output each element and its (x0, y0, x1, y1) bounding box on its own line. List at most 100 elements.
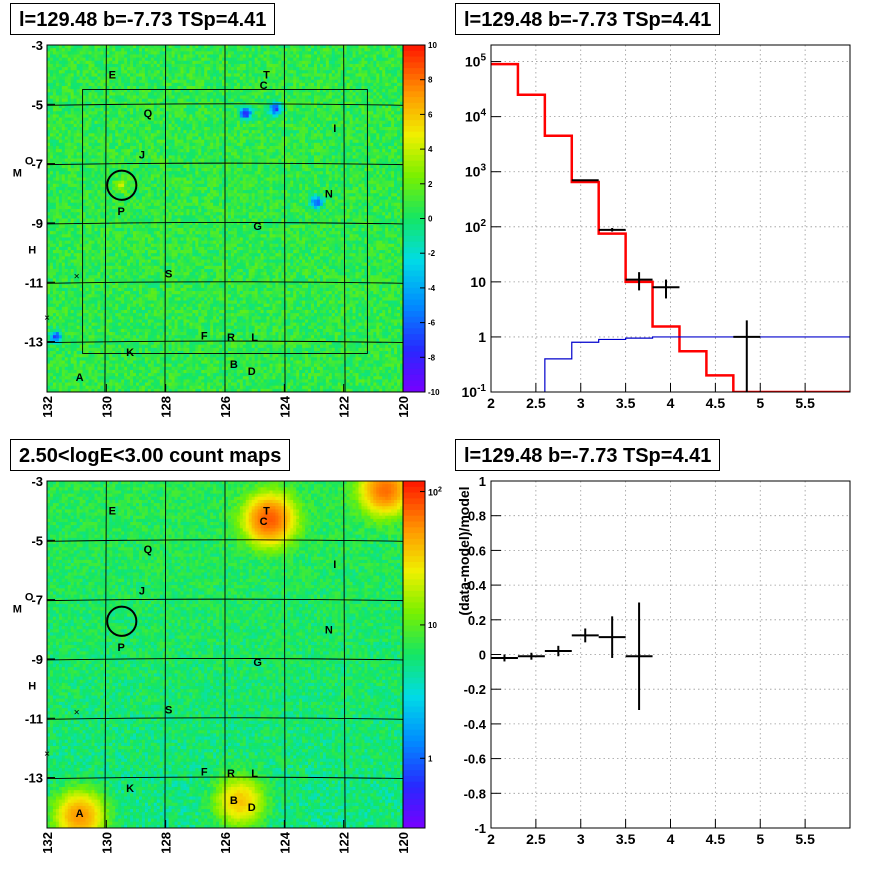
roi-circle (106, 169, 138, 201)
colorbar-label--10: -10 (428, 388, 440, 397)
colorbar-label-4: 4 (428, 145, 433, 154)
source-label-S: S (165, 268, 172, 280)
source-label-B: B (230, 359, 238, 371)
map-meridian (104, 480, 107, 829)
y-tick-label-1: 1 (479, 474, 486, 489)
source-label-M: M (13, 168, 22, 180)
map-parallel (46, 776, 404, 780)
x-tick-label-130: 130 (99, 832, 114, 854)
top-right-title: l=129.48 b=-7.73 TSp=4.41 (455, 3, 721, 35)
y-tick-label--7: -7 (31, 157, 43, 172)
x-tick-label-3.5: 3.5 (616, 395, 636, 411)
map-meridian (343, 44, 346, 393)
roi-circle (106, 605, 138, 637)
x-tick-label-132: 132 (40, 832, 55, 854)
spectrum-grid (490, 45, 850, 393)
source-label-E: E (109, 70, 116, 82)
y-tick-label--13: -13 (24, 771, 43, 786)
y-tick-label--0.6: -0.6 (464, 752, 486, 767)
spectrum-panel: 2 2.5 3 3.5 4 4.5 5 5.5 (487, 44, 851, 411)
map-parallel (46, 162, 404, 166)
map-parallel (46, 222, 404, 225)
x-tick-label-128: 128 (159, 396, 174, 418)
source-label-H: H (28, 681, 36, 693)
y-tick-label--9: -9 (31, 216, 43, 231)
y-tick-label-1: 1 (478, 329, 486, 345)
bottom-right-title: l=129.48 b=-7.73 TSp=4.41 (455, 439, 721, 471)
x-tick-label-130: 130 (99, 396, 114, 418)
residual-grid (490, 480, 850, 829)
y-tick-label-10: 10 (470, 274, 486, 290)
colorbar-label-2: 2 (428, 180, 433, 189)
map-parallel (46, 717, 404, 720)
x-tick-label-2: 2 (487, 831, 495, 847)
source-label-D: D (248, 802, 256, 814)
colorbar-label--6: -6 (428, 319, 436, 328)
x-tick-label-4.5: 4.5 (706, 395, 726, 411)
source-label-J: J (139, 150, 145, 162)
source-label-K: K (126, 347, 134, 359)
map-meridian (343, 480, 346, 829)
source-label-F: F (201, 767, 208, 779)
x-tick-label-122: 122 (337, 396, 352, 418)
y-tick-label--3: -3 (31, 38, 43, 53)
map-meridian (104, 44, 107, 393)
x-tick-label-5: 5 (756, 831, 764, 847)
source-label-A: A (76, 808, 84, 820)
map-parallel (46, 340, 404, 344)
y-tick-label-0.4: 0.4 (468, 578, 487, 593)
source-label-B: B (230, 795, 238, 807)
colorbar-label-0: 0 (428, 215, 433, 224)
model-total-histogram (491, 62, 850, 392)
source-label-R: R (227, 768, 235, 780)
y-tick-label--1: -1 (474, 821, 486, 836)
residual-panel: 2 2.5 3 3.5 4 4.5 5 5.5 1 0.8 0.6 0.4 0.2 0 -0.2 -0.4 -0… (456, 474, 851, 847)
source-label-E: E (109, 506, 116, 518)
x-tick-label-120: 120 (396, 832, 411, 854)
source-label-S: S (165, 704, 172, 716)
source-label-C: C (260, 516, 268, 528)
x-tick-label-122: 122 (337, 832, 352, 854)
y-tick-label--0.4: -0.4 (464, 717, 487, 732)
source-label-P: P (117, 206, 124, 218)
map-grid-0 (46, 44, 404, 393)
source-label-P: P (117, 642, 124, 654)
y-tick-label--5: -5 (31, 533, 43, 548)
map-parallel (46, 539, 404, 542)
y-tick-label--0.8: -0.8 (464, 786, 486, 801)
x-tick-label-2.5: 2.5 (526, 831, 546, 847)
map-meridian (164, 480, 167, 829)
x-tick-label-126: 126 (218, 832, 233, 854)
x-tick-label-3.5: 3.5 (616, 831, 636, 847)
y-tick-label--11: -11 (25, 275, 43, 290)
x-tick-label-5: 5 (756, 395, 764, 411)
y-tick-label--3: -3 (31, 474, 43, 489)
x-tick-label-3: 3 (577, 395, 585, 411)
residual-frame (490, 480, 851, 829)
bottom-left-title: 2.50<logE<3.00 count maps (10, 439, 291, 471)
model-source-histogram (544, 336, 850, 392)
y-tick-label-0.2: 0.2 (468, 613, 486, 628)
y-tick-label--5: -5 (31, 97, 43, 112)
y-tick-label-0: 0 (479, 648, 486, 663)
source-label-Q: Q (144, 544, 153, 556)
map-parallel (46, 103, 404, 106)
colorbar-label--4: -4 (428, 284, 436, 293)
x-tick-label-124: 124 (277, 831, 292, 853)
x-tick-label-4.5: 4.5 (706, 831, 726, 847)
x-tick-label-4: 4 (667, 831, 675, 847)
y-tick-label--13: -13 (24, 335, 43, 350)
x-tick-label-2: 2 (487, 395, 495, 411)
colorbar-label--8: -8 (428, 353, 436, 362)
map-parallel (46, 598, 404, 602)
source-label-T: T (263, 506, 270, 518)
source-cross-marker: × (74, 707, 80, 718)
y-tick-label-10^5: 105 (465, 53, 487, 70)
map-meridian (283, 480, 286, 829)
colorbar-2 (402, 480, 426, 829)
source-label-Q: Q (144, 108, 153, 120)
top-left-title: l=129.48 b=-7.73 TSp=4.41 (10, 3, 276, 35)
